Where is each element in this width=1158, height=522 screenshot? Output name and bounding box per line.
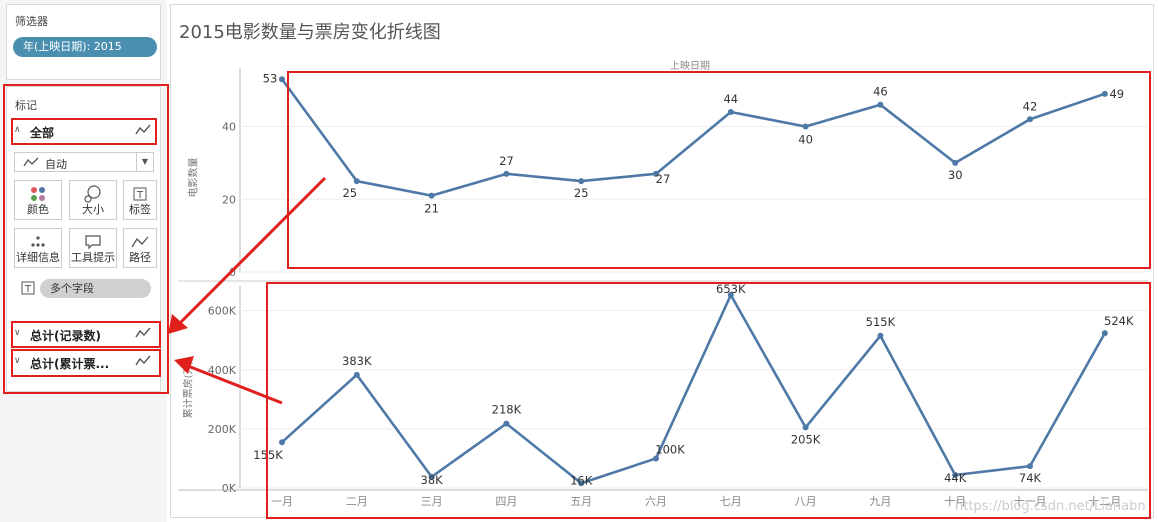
text-icon: T [133,187,147,201]
tooltip-icon [85,235,101,250]
sidebar: 筛选器 年(上映日期): 2015 标记 ∧ 全部 自动 ▼ 颜色 大小 T [0,0,167,522]
mark-type-value: 自动 [45,158,67,171]
filters-panel: 筛选器 年(上映日期): 2015 [6,4,161,80]
svg-text:T: T [24,284,32,295]
annotation-box-bottom-chart [266,282,1151,519]
size-button[interactable]: 大小 [69,180,117,220]
mark-type-select[interactable]: 自动 ▼ [14,152,154,172]
color-button[interactable]: 颜色 [14,180,62,220]
path-button-label: 路径 [129,251,151,264]
size-button-label: 大小 [82,203,104,216]
marks-card-count[interactable]: ∨ 总计(记录数) [10,323,155,347]
marks-title: 标记 [15,99,37,112]
size-icon [84,185,101,203]
detail-button-label: 详细信息 [16,251,60,264]
bottom-y-axis-title: 累计票房(万) [183,360,195,419]
path-button[interactable]: 路径 [123,228,157,268]
marks-card-boxoffice[interactable]: ∨ 总计(累计票... [10,351,155,375]
text-icon: T [21,281,35,295]
chevron-down-icon: ▼ [136,153,153,171]
line-mark-icon [23,157,39,167]
annotation-box-all-card [11,118,157,145]
tooltip-button-label: 工具提示 [71,251,115,264]
top-axis-title: 上映日期 [670,61,710,72]
annotation-box-marks [3,84,169,394]
detail-icon [31,236,45,247]
annotation-box-count-card [11,321,161,348]
chevron-down-icon: ∨ [14,328,21,338]
top-y-axis-title: 电影数量 [188,157,200,198]
color-button-label: 颜色 [27,203,49,216]
chart-title: 2015电影数量与票房变化折线图 [179,22,441,43]
line-mark-icon [135,327,151,338]
detail-button[interactable]: 详细信息 [14,228,62,268]
color-icon [31,187,45,201]
label-button[interactable]: T 标签 [123,180,157,220]
line-mark-icon [135,124,151,135]
svg-text:T: T [136,190,144,201]
chevron-down-icon: ∨ [14,356,21,366]
marks-card-all[interactable]: ∧ 全部 [10,120,155,144]
marks-card-boxoffice-label: 总计(累计票... [30,357,110,371]
marks-card-all-label: 全部 [30,126,55,140]
label-fields-pill[interactable]: 多个字段 [40,279,151,298]
annotation-box-boxoffice-card [11,349,161,377]
year-filter-pill[interactable]: 年(上映日期): 2015 [13,37,157,57]
marks-card-count-label: 总计(记录数) [30,329,101,343]
path-icon [131,236,149,248]
tooltip-button[interactable]: 工具提示 [69,228,117,268]
annotation-box-top-chart [287,71,1151,269]
filters-title: 筛选器 [15,15,48,28]
line-mark-icon [135,355,151,366]
label-button-label: 标签 [129,203,151,216]
chevron-up-icon: ∧ [14,125,21,135]
